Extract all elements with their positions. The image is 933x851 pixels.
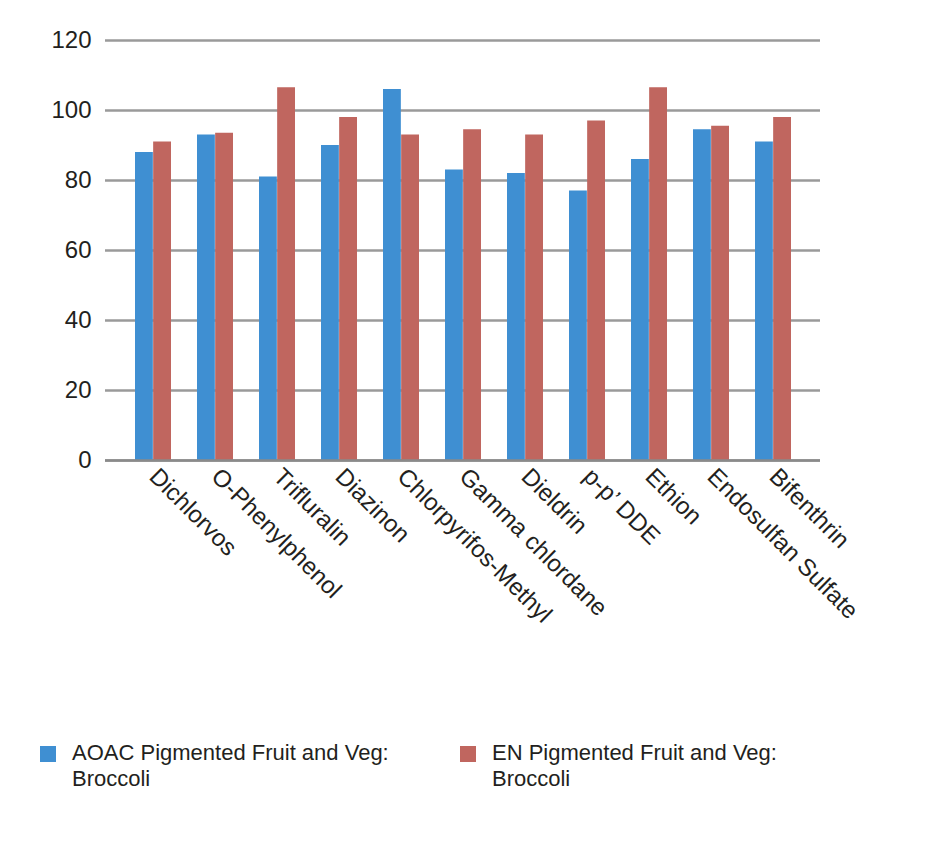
html-text:EN Pigmented Fruit and Veg: Br: EN Pigmented Fruit and Veg: Broccoli	[492, 740, 777, 791]
svg-text:Chlorpyrifos-Methyl: Chlorpyrifos-Methyl	[392, 462, 558, 628]
svg-text:Gamma chlordane: Gamma chlordane	[454, 462, 614, 622]
svg-text:O-Phenylphenol: O-Phenylphenol	[206, 462, 348, 604]
svg-text:80: 80	[65, 166, 92, 193]
svg-text:100: 100	[51, 96, 91, 123]
svg-text:Dieldrin: Dieldrin	[517, 462, 594, 539]
svg-text:40: 40	[65, 306, 92, 333]
svg-text:Diazinon: Diazinon	[330, 462, 416, 548]
svg-text:120: 120	[51, 26, 91, 53]
svg-text:Dichlorvos: Dichlorvos	[144, 462, 243, 561]
html-text:AOAC Pigmented Fruit and Veg:: AOAC Pigmented Fruit and Veg: Broccoli	[72, 740, 389, 791]
svg-text:Trifluralin: Trifluralin	[268, 462, 357, 551]
svg-text:Bifenthrin: Bifenthrin	[765, 462, 856, 553]
svg-text:0: 0	[78, 446, 91, 473]
svg-text:20: 20	[65, 376, 92, 403]
svg-text:Endosulfan Sulfate: Endosulfan Sulfate	[703, 462, 865, 624]
svg-text:Ethion: Ethion	[641, 462, 708, 529]
svg-text:60: 60	[65, 236, 92, 263]
svg-text:p-p’ DDE: p-p’ DDE	[578, 462, 666, 550]
